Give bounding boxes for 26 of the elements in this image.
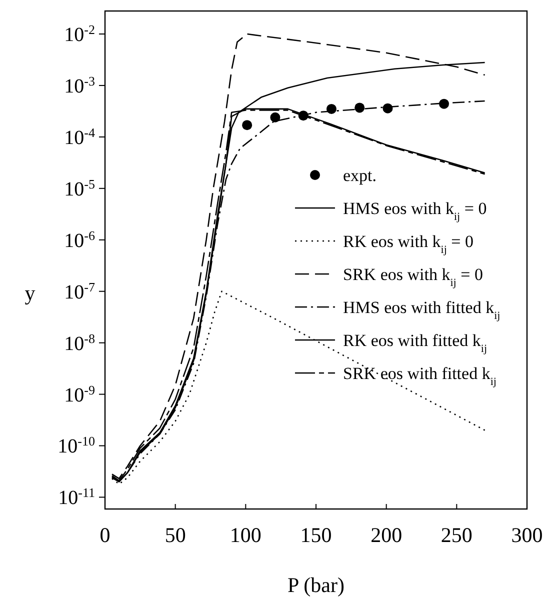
x-tick-label: 250 [440,523,472,547]
y-tick-label: 10$^{-9}$ [64,382,95,406]
legend-label: SRK eos with fitted k$_{ij}$ [343,364,496,388]
y-tick-label: 10$^{-7}$ [64,278,96,304]
y-tick-label: 10$^{-8}$ [64,330,95,355]
y-axis-title: y [24,281,36,305]
legend-label: SRK eos with k$_{ij}$ = 0 [343,265,483,289]
y-tick-label: 10$^{-6}$ [64,227,96,252]
x-tick-label: 50 [164,523,186,547]
y-tick-label: 10$^{-5}$ [64,176,95,200]
y-tick-label: 10$^{-4}$ [64,124,96,149]
x-tick-label: 200 [370,523,402,547]
x-tick-label: 150 [300,523,332,547]
legend-label: expt. [343,166,377,185]
y-tick-label: 10$^{-11}$ [58,484,95,510]
legend-label: RK eos with fitted k$_{ij}$ [343,331,488,355]
y-tick-label: 10$^{-3}$ [64,72,95,98]
y-tick-label: 10$^{-2}$ [64,22,95,46]
legend-label: HMS eos with fitted k$_{ij}$ [343,298,500,322]
y-tick-label: 10$^{-10}$ [58,433,95,458]
x-tick-label: 100 [230,523,262,547]
x-axis-title: P (bar) [288,573,344,597]
legend-label: RK eos with k$_{ij}$ = 0 [343,232,474,256]
x-tick-label: 300 [511,523,543,547]
x-tick-label: 0 [100,523,110,547]
legend-label: HMS eos with k$_{ij}$ = 0 [343,199,487,223]
